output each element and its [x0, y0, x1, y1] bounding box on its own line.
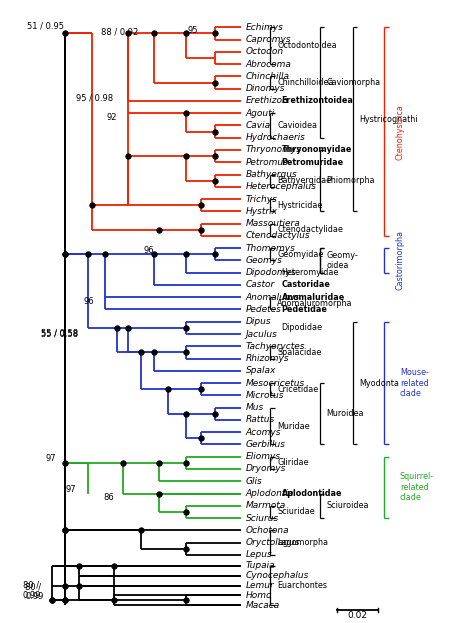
Text: Lemur: Lemur: [246, 581, 274, 590]
Text: 80 /
0.99: 80 / 0.99: [23, 581, 41, 600]
Text: Cavia: Cavia: [246, 121, 271, 130]
Text: 97: 97: [66, 485, 76, 494]
Text: 88 / 0.92: 88 / 0.92: [101, 27, 138, 36]
Text: Bathyergus: Bathyergus: [246, 170, 298, 179]
Text: Anomaluromorpha: Anomaluromorpha: [277, 299, 353, 308]
Text: Gliridae: Gliridae: [277, 459, 309, 467]
Text: Oryctolagus: Oryctolagus: [246, 538, 301, 547]
Text: Microtus: Microtus: [246, 391, 284, 400]
Text: Cricetidae: Cricetidae: [277, 385, 319, 394]
Text: Agouti: Agouti: [246, 108, 275, 118]
Text: 86: 86: [103, 493, 114, 502]
Text: Petromuridae: Petromuridae: [282, 158, 344, 167]
Text: 80 /
0.99: 80 / 0.99: [25, 582, 44, 601]
Text: Acomys: Acomys: [246, 427, 282, 437]
Text: Spalacidae: Spalacidae: [277, 348, 321, 357]
Text: Echimys: Echimys: [246, 23, 284, 32]
Text: Castor: Castor: [246, 280, 275, 290]
Text: Geomy-
oidea: Geomy- oidea: [326, 250, 358, 270]
Text: Dipodomys: Dipodomys: [246, 268, 297, 277]
Text: Muridae: Muridae: [277, 422, 310, 430]
Text: 96: 96: [83, 297, 94, 306]
Text: 55 / 0.58: 55 / 0.58: [41, 328, 78, 337]
Text: Octodontoidea: Octodontoidea: [277, 41, 337, 50]
Text: 51 / 0.95: 51 / 0.95: [27, 22, 64, 31]
Text: Gerbillus: Gerbillus: [246, 440, 286, 449]
Text: Abrocoma: Abrocoma: [246, 60, 292, 69]
Text: Thryonomys: Thryonomys: [246, 146, 302, 155]
Text: 92: 92: [106, 113, 117, 122]
Text: Dipus: Dipus: [246, 317, 272, 326]
Text: Ctenodactylidae: Ctenodactylidae: [277, 226, 343, 234]
Text: Castorimorpha: Castorimorpha: [395, 231, 404, 290]
Text: 95: 95: [188, 26, 199, 35]
Text: Chinchilla: Chinchilla: [246, 72, 290, 81]
Text: Lagomorpha: Lagomorpha: [277, 538, 328, 547]
Text: Hydrochaeris: Hydrochaeris: [246, 133, 306, 142]
Text: Heteromyidae: Heteromyidae: [282, 268, 339, 277]
Text: Tupaia: Tupaia: [246, 561, 275, 571]
Text: Aplodontidae: Aplodontidae: [282, 489, 342, 498]
Text: Chinchilloidea: Chinchilloidea: [277, 78, 334, 87]
Text: Sciuridae: Sciuridae: [277, 507, 315, 516]
Text: Massoutiera: Massoutiera: [246, 219, 301, 228]
Text: Thomomys: Thomomys: [246, 244, 296, 253]
Text: Mouse-
related
clade: Mouse- related clade: [400, 368, 428, 398]
Text: Jaculus: Jaculus: [246, 330, 278, 338]
Text: Erethizontoidea: Erethizontoidea: [282, 97, 354, 105]
Text: Heterocephalus: Heterocephalus: [246, 183, 317, 191]
Text: Dinomys: Dinomys: [246, 84, 285, 93]
Text: Octodon: Octodon: [246, 47, 284, 56]
Text: Sciurus: Sciurus: [246, 513, 279, 523]
Text: Bathyergidae: Bathyergidae: [277, 176, 331, 185]
Text: Erethizon: Erethizon: [246, 97, 289, 105]
Text: Myodonta: Myodonta: [360, 379, 400, 388]
Text: Hystrix: Hystrix: [246, 207, 278, 216]
Text: Phiomorpha: Phiomorpha: [326, 176, 375, 185]
Text: 95 / 0.98: 95 / 0.98: [76, 93, 113, 102]
Text: Geomys: Geomys: [246, 256, 283, 265]
Text: 96: 96: [143, 246, 154, 255]
Text: Anomalurus: Anomalurus: [246, 293, 300, 302]
Text: Squirrel-
related
clade: Squirrel- related clade: [400, 472, 434, 502]
Text: Anomaluridae: Anomaluridae: [282, 293, 345, 302]
Text: Trichys: Trichys: [246, 194, 278, 204]
Text: Petromus: Petromus: [246, 158, 289, 167]
Text: Muroidea: Muroidea: [326, 409, 364, 418]
Text: Marmota: Marmota: [246, 502, 286, 510]
Text: Mesocricetus: Mesocricetus: [246, 379, 305, 388]
Text: Pedetidae: Pedetidae: [282, 305, 328, 314]
Text: Ctenohystrica: Ctenohystrica: [395, 103, 404, 159]
Text: Tachyoryctes: Tachyoryctes: [246, 342, 305, 351]
Text: Sciuroidea: Sciuroidea: [326, 502, 369, 510]
Text: Glis: Glis: [246, 477, 263, 486]
Text: Spalax: Spalax: [246, 366, 276, 375]
Text: Thryonomyidae: Thryonomyidae: [282, 146, 352, 155]
Text: 55 / 0.58: 55 / 0.58: [41, 330, 78, 338]
Text: Dryomys: Dryomys: [246, 465, 286, 473]
Text: Geomyidae: Geomyidae: [277, 250, 324, 259]
Text: Lepus: Lepus: [246, 550, 273, 559]
Text: Pedetes: Pedetes: [246, 305, 282, 314]
Text: Ctenodactylus: Ctenodactylus: [246, 231, 310, 240]
Text: 97: 97: [46, 454, 56, 463]
Text: 0.02: 0.02: [347, 611, 367, 620]
Text: Rattus: Rattus: [246, 416, 275, 424]
Text: Cynocephalus: Cynocephalus: [246, 571, 310, 580]
Text: Castoridae: Castoridae: [282, 280, 330, 290]
Text: Eliomys: Eliomys: [246, 452, 281, 461]
Text: Cavioidea: Cavioidea: [277, 121, 317, 130]
Text: Homo: Homo: [246, 591, 273, 600]
Text: Capromys: Capromys: [246, 35, 292, 44]
Text: Rhizomys: Rhizomys: [246, 354, 290, 363]
Text: Macaca: Macaca: [246, 601, 280, 610]
Text: Caviomorpha: Caviomorpha: [326, 78, 380, 87]
Text: Ochotona: Ochotona: [246, 526, 290, 535]
Text: Euarchontes: Euarchontes: [277, 581, 327, 590]
Text: Hystricidae: Hystricidae: [277, 201, 322, 210]
Text: Dipodidae: Dipodidae: [282, 323, 323, 333]
Text: Aplodontia: Aplodontia: [246, 489, 294, 498]
Text: Hystricognathi: Hystricognathi: [360, 115, 418, 124]
Text: Mus: Mus: [246, 403, 264, 412]
